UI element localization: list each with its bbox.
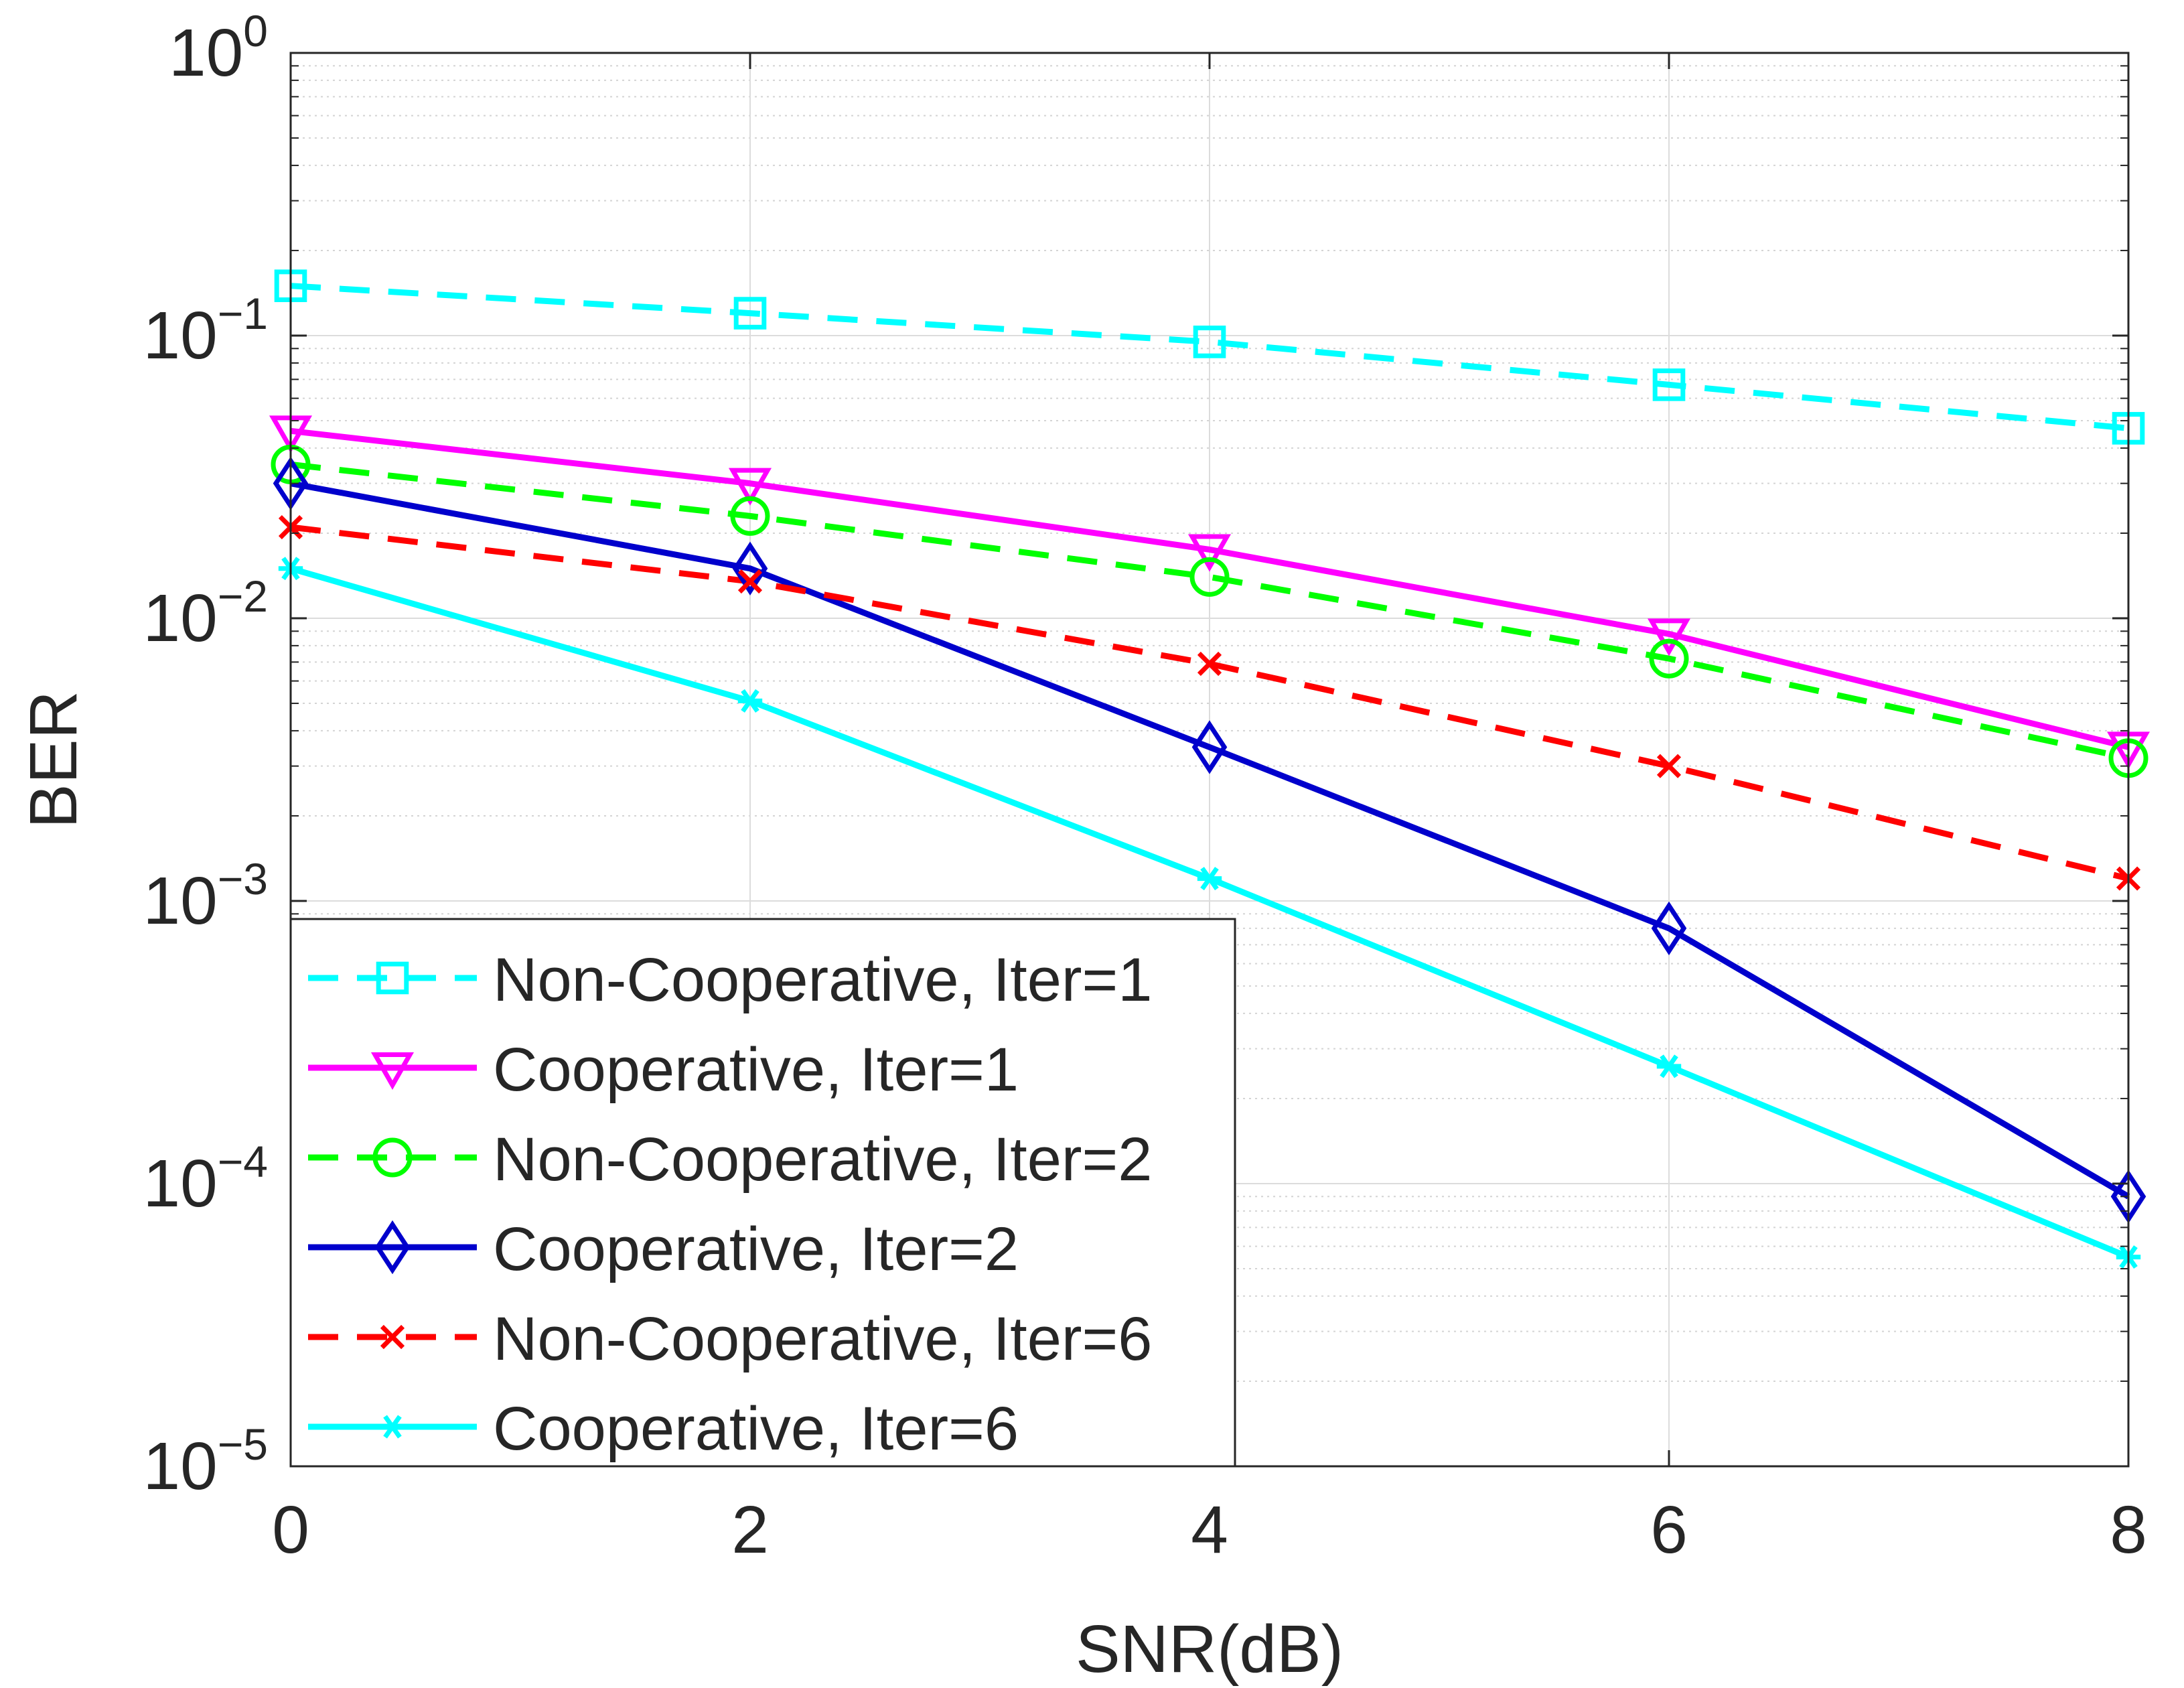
y-tick-base: 10 [169,15,243,90]
marker-x-stroke [737,569,763,594]
y-tick-label: 10−1 [143,289,268,373]
y-tick-base: 10 [143,863,218,938]
marker-circle-shape [1649,638,1689,679]
y-tick-base: 10 [143,581,218,656]
legend-label-4: Cooperative, Iter=2 [493,1215,1019,1283]
marker-asterisk [1197,867,1222,891]
y-tick-exponent: 0 [243,6,268,56]
y-tick-base: 10 [143,298,218,373]
y-tick-base: 10 [143,1146,218,1221]
marker-triangle-shape [370,1052,415,1091]
x-tick-label: 6 [1650,1492,1688,1567]
marker-diamond-shape [1191,720,1228,774]
marker-asterisk [737,689,763,713]
series-line-2 [290,427,2130,750]
y-tick-exponent: −2 [218,571,268,621]
marker-x [380,1324,405,1350]
marker-x [1656,754,1682,778]
marker-asterisk-stroke [1660,1054,1678,1078]
y-tick-base: 10 [143,1429,218,1504]
y-tick-label: 10−4 [143,1137,268,1221]
x-tick-label: 4 [1191,1492,1228,1567]
marker-circle [1649,638,1689,679]
marker-circle [730,496,770,536]
legend-label-1: Non-Cooperative, Iter=1 [493,946,1152,1014]
series-markers [269,269,2151,1269]
x-tick-label: 0 [272,1492,309,1567]
marker-square [733,297,767,330]
y-tick-label: 10−2 [143,571,268,656]
marker-diamond [1191,720,1228,774]
marker-x [737,569,763,594]
marker-triangle-shape [1187,534,1232,572]
series-line-4 [290,480,2130,1200]
legend-label-5: Non-Cooperative, Iter=6 [493,1305,1152,1373]
y-tick-exponent: −5 [218,1419,268,1469]
y-tick-exponent: −4 [218,1137,268,1186]
marker-circle [372,1137,413,1178]
marker-circle-shape [1189,557,1230,597]
marker-diamond [374,1220,411,1275]
marker-circle-shape [372,1137,413,1178]
marker-x-stroke [1197,651,1222,677]
marker-diamond [732,541,768,595]
marker-diamond [1651,901,1687,956]
marker-diamond-shape [1651,901,1687,956]
marker-circle [1189,557,1230,597]
marker-square [1193,326,1226,358]
marker-triangle-down [1187,534,1232,572]
series-line-1 [290,283,2129,431]
y-tick-label: 10−5 [143,1419,268,1504]
marker-diamond-shape [732,541,768,595]
x-tick-label: 2 [731,1492,769,1567]
legend-label-2: Cooperative, Iter=1 [493,1036,1019,1104]
marker-square-shape [1652,368,1686,401]
marker-circle-shape [730,496,770,536]
marker-square [1652,368,1686,401]
series-line-3 [290,461,2129,762]
marker-square [376,961,409,995]
legend-box [289,918,1236,1468]
marker-diamond-shape [374,1220,411,1275]
marker-triangle-down [1647,618,1691,656]
legend-label-3: Non-Cooperative, Iter=2 [493,1125,1152,1194]
marker-asterisk-stroke [741,689,759,713]
marker-asterisk-stroke [1200,867,1219,891]
y-tick-exponent: −1 [218,289,268,338]
legend-label-6: Cooperative, Iter=6 [493,1395,1019,1463]
marker-square-shape [376,961,409,995]
marker-triangle-shape [728,468,772,506]
marker-triangle-down [728,468,772,506]
marker-triangle-shape [1647,618,1691,656]
x-tick-labels: 0 2 4 6 8 [272,1492,2147,1567]
legend: Non-Cooperative, Iter=1 Cooperative, Iter… [289,918,1236,1468]
y-tick-label: 100 [169,6,268,90]
x-axis-label: SNR(dB) [1076,1612,1343,1687]
x-tick-label: 8 [2110,1492,2147,1567]
marker-x [1197,651,1222,677]
y-tick-label: 10−3 [143,854,268,938]
marker-asterisk [1656,1054,1682,1078]
marker-square-shape [1193,326,1226,358]
marker-triangle-down [370,1052,415,1091]
y-axis-label: BER [16,691,91,829]
marker-square-shape [733,297,767,330]
marker-asterisk-stroke [383,1415,402,1439]
y-tick-exponent: −3 [218,854,268,904]
marker-asterisk [380,1415,405,1439]
marker-x-stroke [380,1324,405,1350]
marker-x-stroke [1656,754,1682,778]
